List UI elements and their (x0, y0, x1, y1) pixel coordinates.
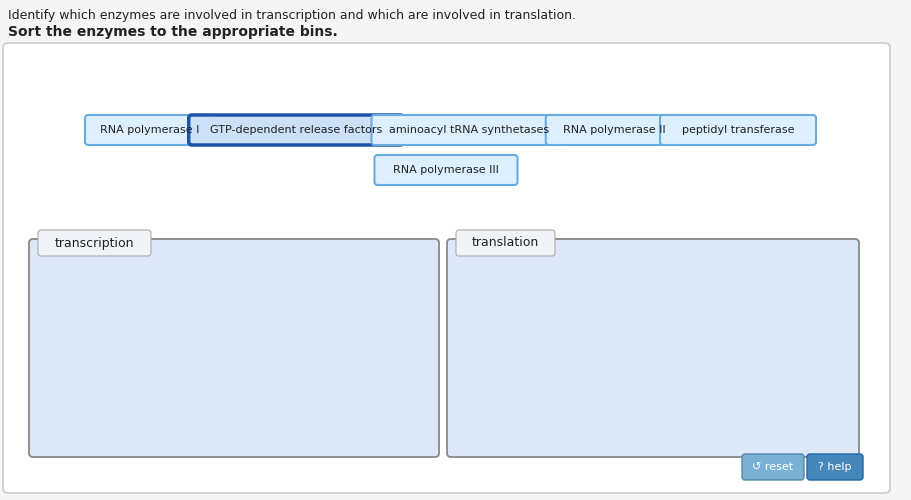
FancyBboxPatch shape (189, 115, 403, 145)
FancyBboxPatch shape (29, 239, 438, 457)
Text: ↺ reset: ↺ reset (752, 462, 793, 472)
Text: translation: translation (471, 236, 538, 250)
Text: RNA polymerase II: RNA polymerase II (562, 125, 665, 135)
FancyBboxPatch shape (374, 155, 517, 185)
FancyBboxPatch shape (446, 239, 858, 457)
FancyBboxPatch shape (660, 115, 815, 145)
FancyBboxPatch shape (545, 115, 681, 145)
FancyBboxPatch shape (3, 43, 889, 493)
Text: transcription: transcription (55, 236, 134, 250)
Text: Identify which enzymes are involved in transcription and which are involved in t: Identify which enzymes are involved in t… (8, 9, 576, 22)
Text: Sort the enzymes to the appropriate bins.: Sort the enzymes to the appropriate bins… (8, 25, 337, 39)
FancyBboxPatch shape (38, 230, 151, 256)
Text: ? help: ? help (817, 462, 851, 472)
FancyBboxPatch shape (371, 115, 566, 145)
Text: GTP-dependent release factors: GTP-dependent release factors (210, 125, 382, 135)
Text: peptidyl transferase: peptidyl transferase (681, 125, 793, 135)
Text: RNA polymerase III: RNA polymerase III (393, 165, 498, 175)
FancyBboxPatch shape (742, 454, 804, 480)
FancyBboxPatch shape (456, 230, 555, 256)
FancyBboxPatch shape (806, 454, 862, 480)
Text: aminoacyl tRNA synthetases: aminoacyl tRNA synthetases (388, 125, 548, 135)
Text: RNA polymerase I: RNA polymerase I (100, 125, 200, 135)
FancyBboxPatch shape (85, 115, 215, 145)
